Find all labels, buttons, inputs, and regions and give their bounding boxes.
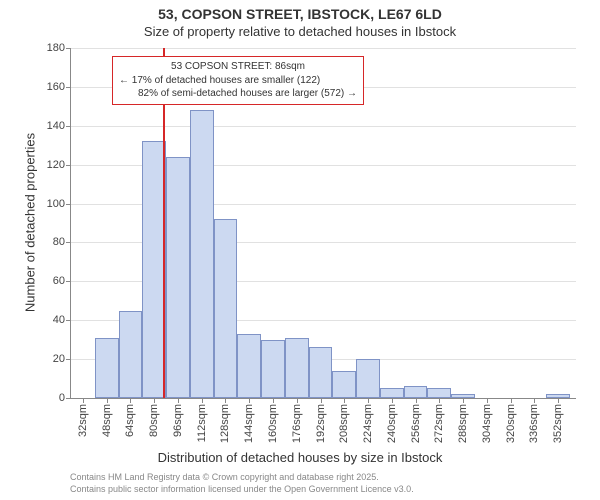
x-tick [368, 398, 369, 403]
x-tick [321, 398, 322, 403]
y-tick [66, 320, 71, 321]
y-axis-label: Number of detached properties [23, 123, 38, 323]
x-tick-label: 304sqm [481, 404, 493, 443]
x-tick-label: 224sqm [362, 404, 374, 443]
x-tick-label: 320sqm [505, 404, 517, 443]
x-tick [511, 398, 512, 403]
x-tick-label: 240sqm [386, 404, 398, 443]
x-tick [107, 398, 108, 403]
x-tick-label: 176sqm [291, 404, 303, 443]
y-tick [66, 48, 71, 49]
x-tick-label: 144sqm [243, 404, 255, 443]
histogram-bar [190, 110, 214, 398]
x-tick [392, 398, 393, 403]
histogram-bar [427, 388, 451, 398]
chart-subtitle: Size of property relative to detached ho… [0, 24, 600, 39]
histogram-bar [261, 340, 285, 398]
x-tick [225, 398, 226, 403]
y-tick-label: 60 [53, 275, 65, 287]
x-tick-label: 112sqm [196, 404, 208, 442]
histogram-bar [214, 219, 238, 398]
y-tick [66, 359, 71, 360]
x-tick-label: 288sqm [457, 404, 469, 443]
y-tick-label: 160 [47, 81, 65, 93]
x-tick [439, 398, 440, 403]
x-tick-label: 208sqm [338, 404, 350, 443]
y-tick [66, 204, 71, 205]
chart-title: 53, COPSON STREET, IBSTOCK, LE67 6LD [0, 6, 600, 22]
histogram-bar [309, 347, 333, 398]
x-axis-label: Distribution of detached houses by size … [0, 450, 600, 465]
y-tick [66, 398, 71, 399]
x-tick-label: 128sqm [219, 404, 231, 443]
x-tick [83, 398, 84, 403]
x-tick-label: 256sqm [410, 404, 422, 443]
y-tick [66, 165, 71, 166]
x-tick [297, 398, 298, 403]
histogram-chart: 53, COPSON STREET, IBSTOCK, LE67 6LD Siz… [0, 0, 600, 500]
x-tick-label: 352sqm [552, 404, 564, 443]
x-tick [487, 398, 488, 403]
x-tick-label: 272sqm [433, 404, 445, 443]
x-tick-label: 192sqm [315, 404, 327, 443]
y-tick [66, 281, 71, 282]
y-tick-label: 0 [59, 392, 65, 404]
histogram-bar [285, 338, 309, 398]
annotation-line-2: ← 17% of detached houses are smaller (12… [119, 74, 357, 88]
x-tick [178, 398, 179, 403]
y-tick [66, 87, 71, 88]
y-tick-label: 120 [47, 159, 65, 171]
y-tick-label: 20 [53, 353, 65, 365]
x-tick-label: 336sqm [528, 404, 540, 443]
y-tick-label: 180 [47, 42, 65, 54]
annotation-box: 53 COPSON STREET: 86sqm ← 17% of detache… [112, 56, 364, 105]
x-tick [344, 398, 345, 403]
y-tick-label: 40 [53, 314, 65, 326]
x-tick-label: 80sqm [148, 404, 160, 437]
x-tick [130, 398, 131, 403]
x-tick-label: 64sqm [124, 404, 136, 437]
x-tick [154, 398, 155, 403]
x-tick [558, 398, 559, 403]
x-tick [534, 398, 535, 403]
attribution-text: Contains HM Land Registry data © Crown c… [70, 472, 414, 495]
x-tick-label: 48sqm [101, 404, 113, 437]
annotation-line-3: 82% of semi-detached houses are larger (… [119, 87, 357, 101]
histogram-bar [356, 359, 380, 398]
y-tick-label: 140 [47, 120, 65, 132]
grid-line [71, 126, 576, 127]
x-tick-label: 160sqm [267, 404, 279, 443]
histogram-bar [166, 157, 190, 398]
y-tick [66, 126, 71, 127]
y-tick [66, 242, 71, 243]
x-tick-label: 32sqm [77, 404, 89, 437]
annotation-line-1: 53 COPSON STREET: 86sqm [119, 60, 357, 74]
x-tick [249, 398, 250, 403]
histogram-bar [237, 334, 261, 398]
attribution-line-2: Contains public sector information licen… [70, 484, 414, 496]
histogram-bar [404, 386, 428, 398]
x-tick [273, 398, 274, 403]
histogram-bar [380, 388, 404, 398]
x-tick [202, 398, 203, 403]
x-tick [463, 398, 464, 403]
grid-line [71, 48, 576, 49]
y-tick-label: 100 [47, 198, 65, 210]
histogram-bar [95, 338, 119, 398]
y-tick-label: 80 [53, 236, 65, 248]
histogram-bar [332, 371, 356, 398]
attribution-line-1: Contains HM Land Registry data © Crown c… [70, 472, 414, 484]
x-tick-label: 96sqm [172, 404, 184, 437]
histogram-bar [119, 311, 143, 399]
x-tick [416, 398, 417, 403]
